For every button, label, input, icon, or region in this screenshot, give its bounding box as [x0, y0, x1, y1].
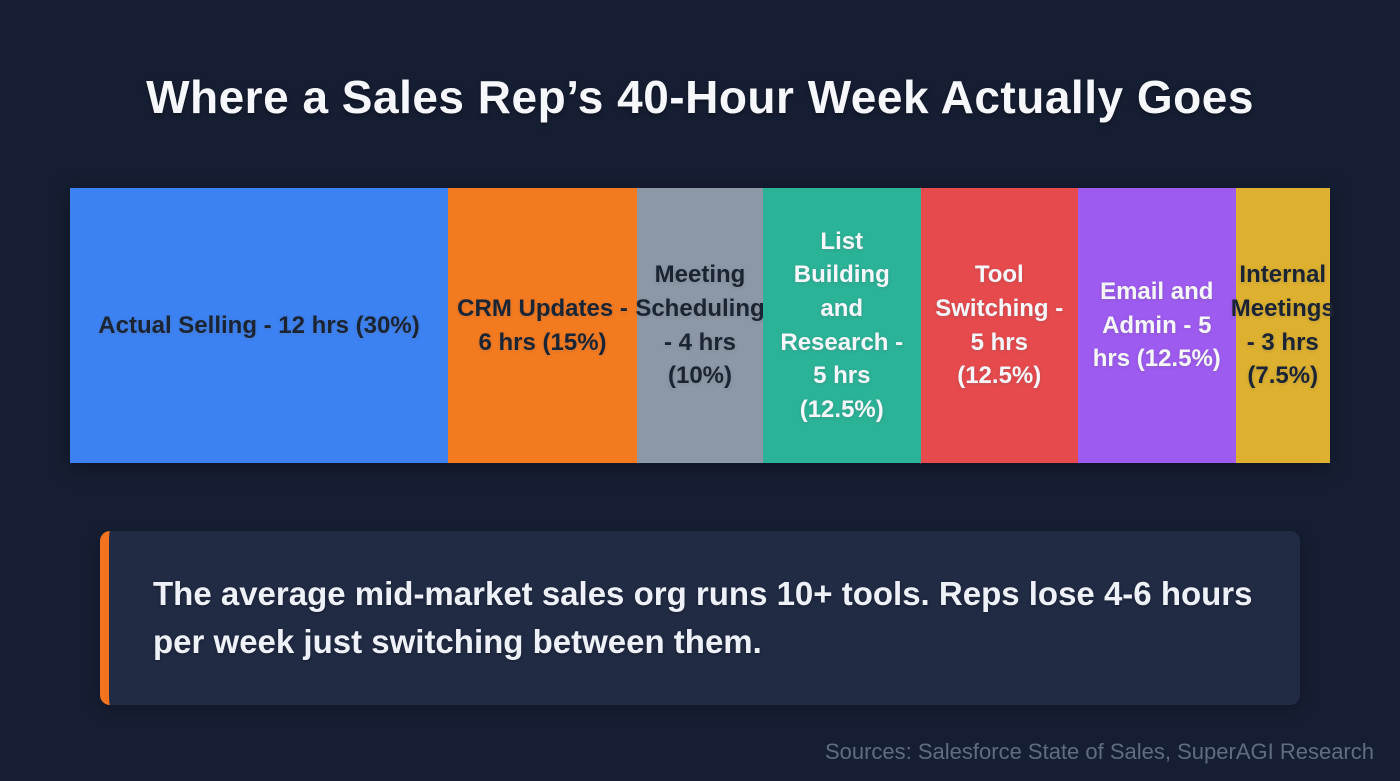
callout-card: The average mid-market sales org runs 10… — [100, 531, 1300, 705]
bar-segment: Meeting Scheduling - 4 hrs (10%) — [635, 188, 765, 463]
bar-segment-label: Tool Switching - 5 hrs (12.5%) — [935, 261, 1064, 390]
bar-segment-label: Internal Meetings - 3 hrs (7.5%) — [1230, 261, 1335, 390]
callout-text: The average mid-market sales org runs 10… — [153, 575, 1253, 660]
bar-segment-label: Email and Admin - 5 hrs (12.5%) — [1092, 278, 1221, 373]
bar-segment: Actual Selling - 12 hrs (30%) — [70, 188, 448, 463]
bar-segment-label: Actual Selling - 12 hrs (30%) — [98, 311, 420, 339]
sources-text: Sources: Salesforce State of Sales, Supe… — [824, 739, 1374, 764]
bar-segment: Tool Switching - 5 hrs (12.5%) — [920, 188, 1078, 463]
bar-segment: List Building and Research - 5 hrs (12.5… — [763, 188, 921, 463]
page-title: Where a Sales Rep’s 40-Hour Week Actuall… — [146, 71, 1254, 123]
bar-segment: Internal Meetings - 3 hrs (7.5%) — [1231, 188, 1335, 463]
bar-segment: Email and Admin - 5 hrs (12.5%) — [1078, 188, 1236, 463]
bar-segment-label: CRM Updates - 6 hrs (15%) — [457, 294, 628, 356]
bar-segment: CRM Updates - 6 hrs (15%) — [448, 188, 637, 463]
bar-segment-label: Meeting Scheduling - 4 hrs (10%) — [635, 261, 765, 390]
stacked-bar-chart: Actual Selling - 12 hrs (30%) CRM Updates… — [70, 188, 1335, 463]
bar-segment-label: List Building and Research - 5 hrs (12.5… — [780, 227, 904, 423]
